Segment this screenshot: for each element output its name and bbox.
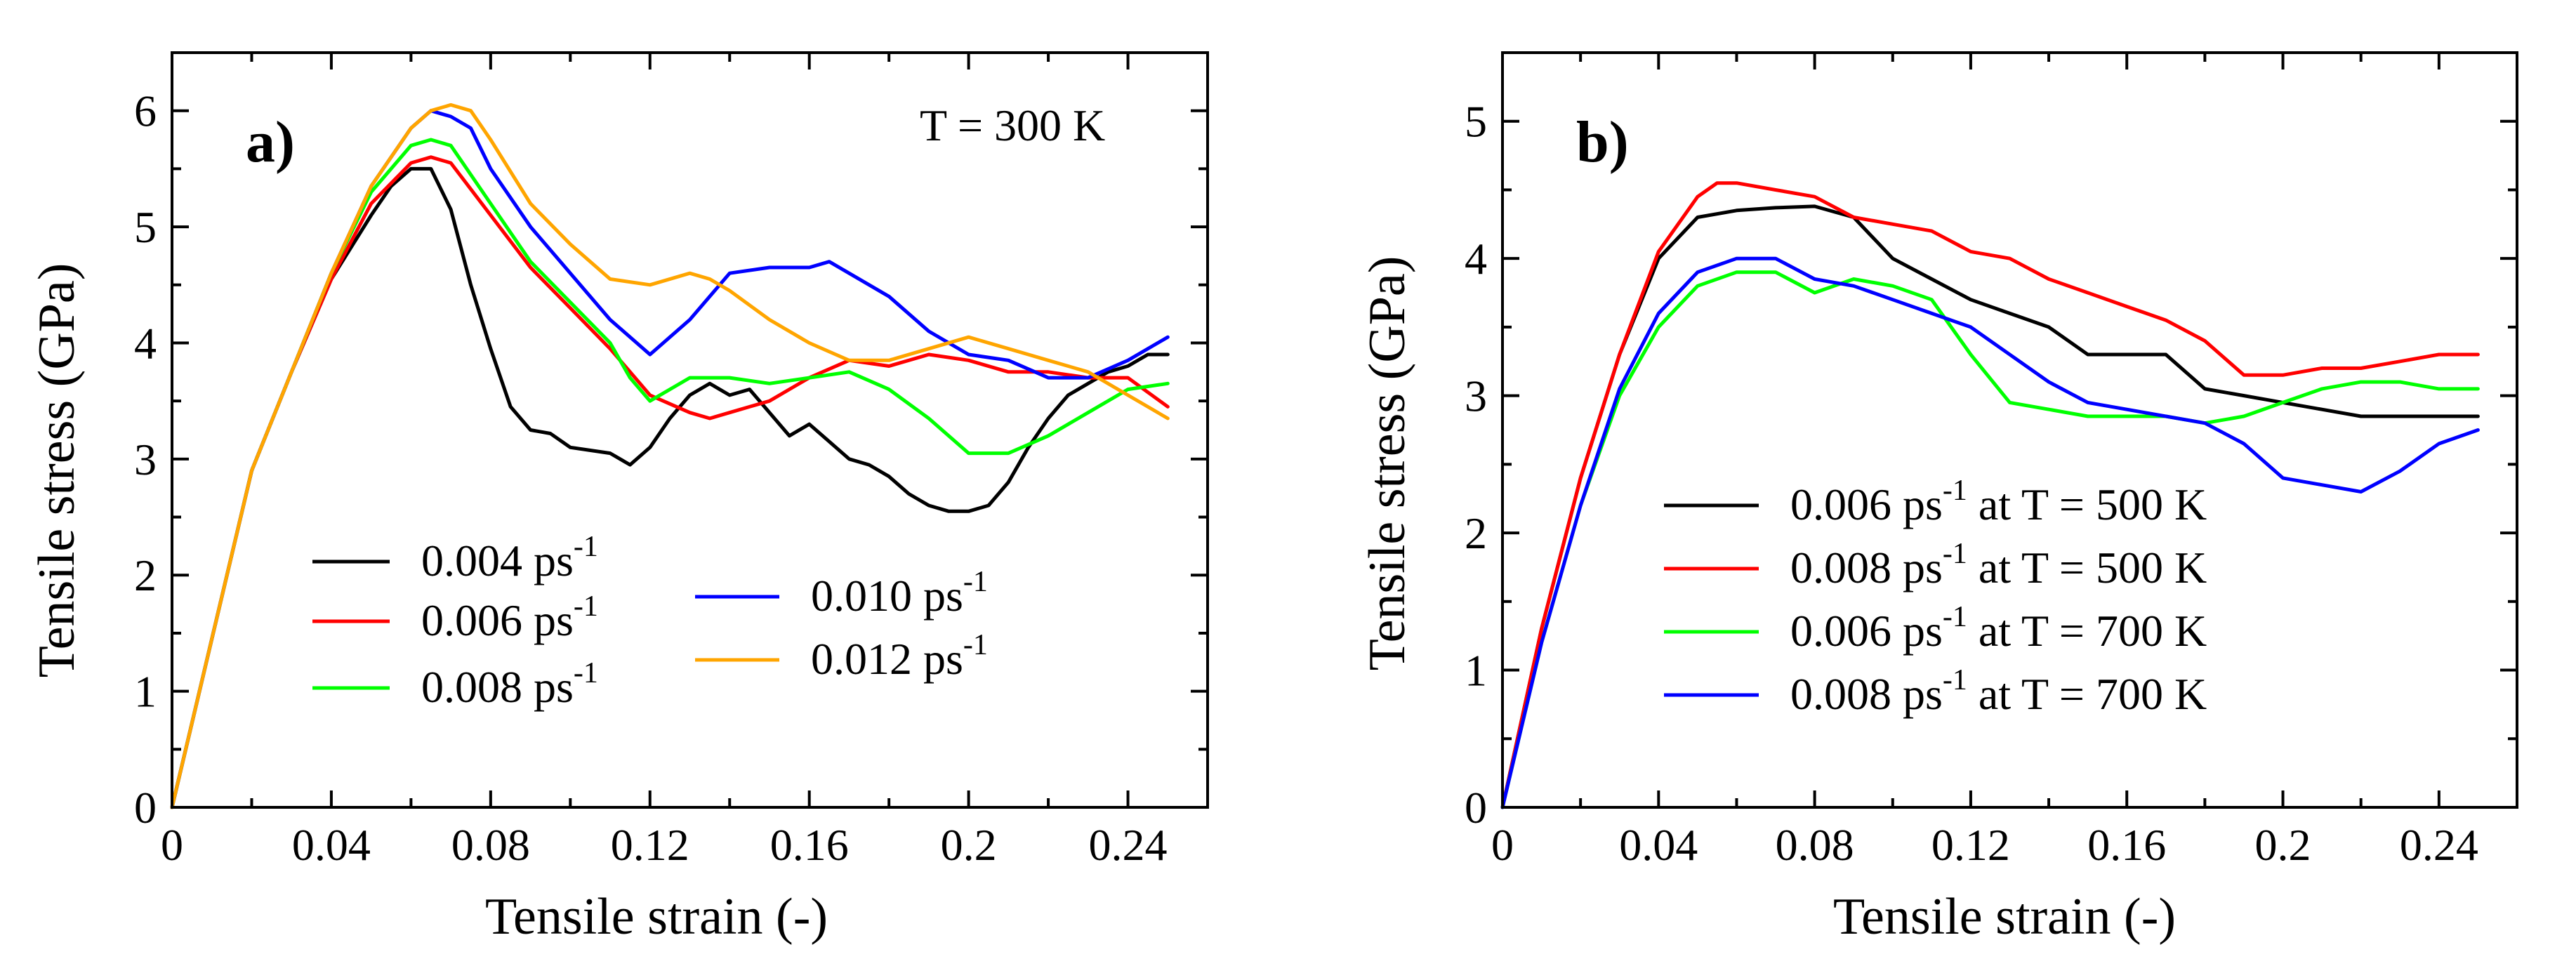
legend-exponent: -1	[1943, 538, 1967, 570]
legend-rate: 0.006 ps	[1790, 479, 1943, 529]
chart-panel-a: 0 0.04 0.08 0.12 0.16 0.2 0.24 0 1 2 3 4 5 6 a) T = 3…	[28, 51, 1209, 946]
legend-rate: 0.008 ps	[1790, 543, 1943, 593]
x-tick-label: 0	[1491, 820, 1514, 870]
legend-temperature: at T = 700 K	[1967, 669, 2207, 719]
y-axis-title-a: Tensile stress (GPa)	[28, 263, 86, 678]
legend-rate: 0.006 ps	[421, 595, 574, 645]
legend-label-1: 0.004 ps-1	[421, 531, 598, 585]
legend-label-2: 0.006 ps-1	[421, 590, 598, 645]
series-layer-a	[170, 102, 1170, 809]
series-line-2	[170, 155, 1170, 809]
x-tick-label: 0	[161, 820, 183, 870]
legend-rate: 0.010 ps	[811, 571, 963, 621]
y-tick-label: 2	[1465, 508, 1487, 558]
y-tick-label: 3	[1465, 371, 1487, 421]
legend-temperature: at T = 500 K	[1967, 479, 2207, 529]
series-layer-b	[1500, 181, 2480, 809]
legend-exponent: -1	[963, 566, 988, 598]
x-axis-title-b: Tensile strain (-)	[1833, 888, 2176, 946]
legend-rate: 0.006 ps	[1790, 606, 1943, 656]
y-axis-title-b: Tensile stress (GPa)	[1359, 256, 1416, 671]
x-tick-label: 0.08	[1776, 820, 1854, 870]
series-line-3	[1500, 270, 2480, 809]
x-tick-label: 0.04	[292, 820, 371, 870]
legend-exponent: -1	[574, 657, 598, 689]
y-tick-label: 5	[1465, 97, 1487, 147]
panel-label-a: a)	[246, 110, 295, 175]
plot-frame-b	[1501, 51, 2518, 809]
legend-label-4: 0.008 ps-1 at T = 700 K	[1790, 664, 2207, 719]
y-tick-label: 4	[134, 318, 157, 368]
y-tick-label: 0	[134, 783, 157, 833]
legend-b: 0.006 ps-1 at T = 500 K0.008 ps-1 at T =…	[1664, 475, 2207, 719]
x-axis-title-a: Tensile strain (-)	[485, 888, 828, 946]
x-tick-label: 0.12	[611, 820, 689, 870]
legend-rate: 0.012 ps	[811, 634, 963, 684]
axis-ticks-b: 0 0.04 0.08 0.12 0.16 0.2 0.24 0 1 2 3 4 5	[1465, 51, 2518, 870]
axis-ticks-a: 0 0.04 0.08 0.12 0.16 0.2 0.24 0 1 2 3 4 5 6	[134, 51, 1209, 870]
legend-rate: 0.008 ps	[1790, 669, 1943, 719]
legend-exponent: -1	[1943, 475, 1967, 507]
series-line-1	[1500, 204, 2480, 809]
y-tick-label: 3	[134, 435, 157, 484]
legend-label-3: 0.006 ps-1 at T = 700 K	[1790, 601, 2207, 656]
legend-label-3: 0.008 ps-1	[421, 657, 598, 712]
y-tick-label: 2	[134, 550, 157, 600]
x-tick-label: 0.2	[2255, 820, 2311, 870]
legend-rate: 0.008 ps	[421, 662, 574, 712]
x-tick-label: 0.16	[2087, 820, 2166, 870]
legend-a: 0.004 ps-10.006 ps-10.008 ps-10.010 ps-1…	[312, 531, 988, 712]
legend-label-4: 0.010 ps-1	[811, 566, 988, 621]
y-tick-label: 0	[1465, 783, 1487, 833]
y-tick-label: 1	[1465, 646, 1487, 696]
y-tick-label: 6	[134, 86, 157, 136]
legend-exponent: -1	[963, 629, 988, 661]
y-tick-label: 1	[134, 667, 157, 717]
x-tick-label: 0.16	[770, 820, 849, 870]
y-tick-label: 5	[134, 202, 157, 252]
x-tick-label: 0.24	[1089, 820, 1168, 870]
series-line-2	[1500, 181, 2480, 809]
legend-exponent: -1	[1943, 664, 1967, 696]
legend-label-1: 0.006 ps-1 at T = 500 K	[1790, 475, 2207, 529]
x-tick-label: 0.04	[1619, 820, 1698, 870]
legend-rate: 0.004 ps	[421, 536, 574, 585]
series-line-1	[170, 166, 1170, 809]
legend-temperature: at T = 700 K	[1967, 606, 2207, 656]
series-line-5	[170, 102, 1170, 809]
series-line-4	[1500, 256, 2480, 809]
legend-label-5: 0.012 ps-1	[811, 629, 988, 684]
y-tick-label: 4	[1465, 234, 1487, 284]
chart-panel-b: 0 0.04 0.08 0.12 0.16 0.2 0.24 0 1 2 3 4 5 b) Tensil…	[1359, 51, 2518, 946]
x-tick-label: 0.24	[2400, 820, 2478, 870]
x-tick-label: 0.12	[1931, 820, 2010, 870]
plot-frame-a	[171, 51, 1209, 809]
legend-exponent: -1	[574, 590, 598, 623]
temperature-annotation: T = 300 K	[920, 100, 1105, 150]
x-tick-label: 0.08	[451, 820, 530, 870]
panel-label-b: b)	[1576, 110, 1629, 175]
legend-temperature: at T = 500 K	[1967, 543, 2207, 593]
legend-label-2: 0.008 ps-1 at T = 500 K	[1790, 538, 2207, 593]
legend-exponent: -1	[574, 531, 598, 563]
legend-exponent: -1	[1943, 601, 1967, 633]
x-tick-label: 0.2	[941, 820, 997, 870]
